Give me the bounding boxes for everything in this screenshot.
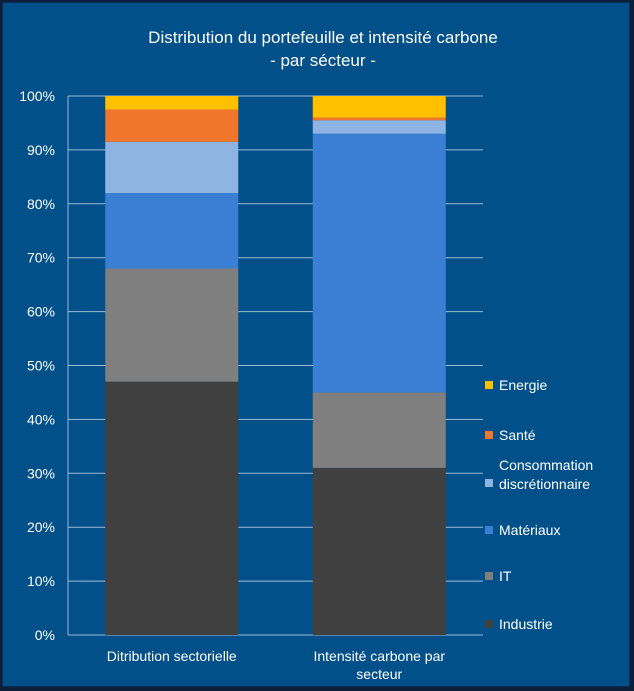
bar-segment-mat-riaux: [105, 193, 239, 269]
legend-label: Consommation discrétionnaire: [499, 457, 593, 492]
x-category-label: Intensité carbone par secteur: [313, 648, 445, 682]
y-tick-label: 80%: [27, 196, 55, 212]
legend-swatch: [485, 431, 493, 439]
chart-subtitle: - par sécteur -: [270, 51, 376, 70]
bar-segment-mat-riaux: [312, 133, 446, 393]
legend: Energie Santé Consommation discrétionnaire M…: [485, 377, 593, 632]
legend-label: Matériaux: [499, 522, 560, 538]
y-tick-label: 40%: [27, 411, 55, 427]
legend-swatch: [485, 526, 493, 534]
y-tick-label: 10%: [27, 573, 55, 589]
x-category-label: Ditribution sectorielle: [107, 648, 237, 664]
y-tick-label: 20%: [27, 519, 55, 535]
legend-swatch: [485, 381, 493, 389]
y-tick-label: 60%: [27, 304, 55, 320]
bar-segment-industrie: [105, 381, 239, 635]
bar-segment-consommation-discr-tionnaire: [105, 141, 239, 194]
legend-label: IT: [499, 568, 512, 584]
legend-label: Industrie: [499, 616, 553, 632]
legend-swatch: [485, 572, 493, 580]
bar-segment-industrie: [312, 467, 446, 635]
bar-segment-sant-: [312, 117, 446, 121]
bar-segment-sant-: [105, 109, 239, 142]
y-tick-label: 90%: [27, 142, 55, 158]
x-axis-categories: Ditribution sectorielle Intensité carbone…: [107, 648, 446, 682]
legend-swatch: [485, 479, 493, 487]
y-tick-label: 30%: [27, 465, 55, 481]
legend-label: Santé: [499, 427, 536, 443]
bar-segment-it: [312, 392, 446, 468]
y-tick-label: 50%: [27, 358, 55, 374]
legend-swatch: [485, 620, 493, 628]
y-tick-label: 100%: [19, 88, 55, 104]
bar-segment-consommation-discr-tionnaire: [312, 120, 446, 134]
y-tick-label: 0%: [35, 627, 55, 643]
chart-svg: Distribution du portefeuille et intensit…: [19, 28, 593, 682]
y-tick-label: 70%: [27, 250, 55, 266]
bar-segment-energie: [312, 96, 446, 118]
y-axis-ticks: 0% 10% 20% 30% 40% 50% 60% 70% 80% 90% 100%: [19, 88, 55, 643]
bar-segment-energie: [105, 96, 239, 110]
chart-title: Distribution du portefeuille et intensit…: [148, 28, 498, 47]
bars: [105, 96, 446, 635]
bar-segment-it: [105, 268, 239, 382]
legend-label: Energie: [499, 377, 547, 393]
